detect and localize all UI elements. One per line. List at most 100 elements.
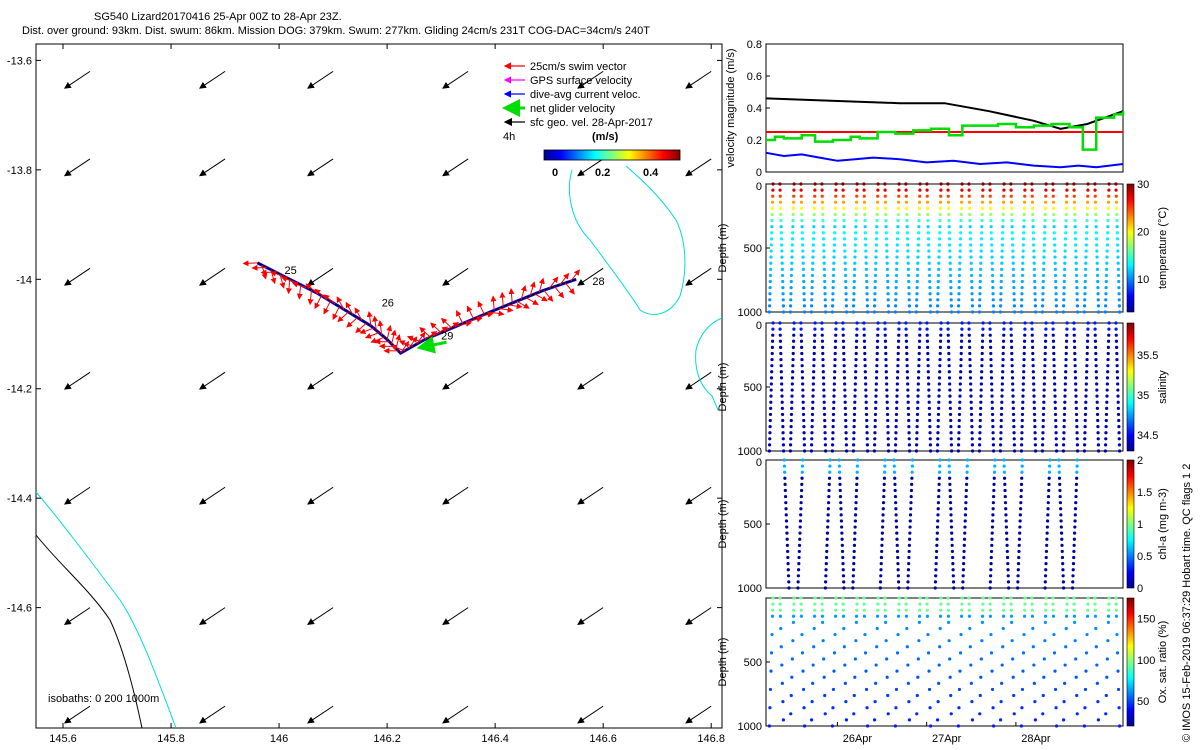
section-sample <box>999 286 1003 290</box>
section-sample <box>791 225 795 229</box>
section-sample <box>883 182 887 186</box>
section-sample <box>791 357 795 362</box>
section-sample <box>1022 357 1026 362</box>
section-sample <box>1033 437 1037 441</box>
section-sample <box>1030 614 1035 618</box>
section-sample <box>1012 443 1017 447</box>
section-sample <box>1016 562 1021 566</box>
swim-vector <box>490 295 497 311</box>
section-sample <box>876 188 880 192</box>
section-sample <box>799 513 803 517</box>
section-sample <box>862 327 866 331</box>
swim-vector <box>307 290 314 306</box>
section-sample <box>1093 608 1097 612</box>
section-sample <box>958 249 962 253</box>
section-sample <box>1020 464 1024 468</box>
section-sample <box>787 586 791 590</box>
speed-colorbar <box>543 149 681 161</box>
section-sample <box>963 525 967 529</box>
section-sample <box>811 382 815 386</box>
section-sample <box>1004 507 1008 511</box>
section-sample <box>1062 286 1066 290</box>
section-sample <box>797 549 801 554</box>
section-sample <box>893 449 898 453</box>
section-sample <box>1064 364 1068 368</box>
section-sample <box>990 400 994 404</box>
section-sample <box>897 596 901 600</box>
section-sample <box>843 681 847 685</box>
section-sample <box>841 188 845 192</box>
section-sample <box>970 437 974 441</box>
geostrophic-vector <box>199 158 226 177</box>
section-sample <box>1085 212 1089 217</box>
section-sample <box>841 608 845 612</box>
section-sample <box>783 476 787 480</box>
legend-label-geo: sfc geo. vel. 28-Apr-2017 <box>530 117 653 129</box>
section-sample <box>948 273 953 278</box>
section-sample <box>1002 602 1006 606</box>
section-sample <box>865 449 870 453</box>
section-sample <box>854 218 858 223</box>
section-sample <box>917 357 921 362</box>
section-sample <box>864 249 868 253</box>
section-sample <box>938 351 942 356</box>
section-sample <box>811 267 815 271</box>
section-sample <box>1020 286 1024 290</box>
section-sample <box>1104 292 1108 296</box>
section-sample <box>1105 657 1109 661</box>
section-sample <box>820 339 825 343</box>
section-sample <box>1096 279 1100 284</box>
section-sample <box>813 182 817 186</box>
section-sample <box>895 543 899 547</box>
section-sample <box>1057 464 1061 468</box>
section-sample <box>894 273 899 278</box>
section-sample <box>1045 525 1049 529</box>
section-sample <box>1041 279 1045 284</box>
section-sample <box>1016 574 1020 578</box>
section-sample <box>831 687 836 692</box>
section-sample <box>980 614 985 618</box>
section-sample <box>1106 370 1110 374</box>
section-sample <box>1065 188 1069 192</box>
section-sample <box>1016 586 1020 590</box>
section-sample <box>895 406 899 410</box>
section-sample <box>783 494 788 499</box>
section-sample <box>1071 580 1075 584</box>
section-sample <box>1115 651 1120 655</box>
section-sample <box>906 400 910 404</box>
section-sample <box>1074 406 1078 410</box>
legend-entry-dac: dive-avg current veloc. <box>503 89 641 101</box>
section-sample <box>947 218 951 223</box>
section-sample <box>910 464 914 468</box>
section-sample <box>980 639 984 643</box>
section-sample <box>862 188 866 192</box>
section-sample <box>1033 449 1038 453</box>
section-sample <box>980 218 984 223</box>
section-sample <box>1031 626 1035 631</box>
section-sample <box>1107 333 1111 337</box>
section-sample <box>957 437 961 441</box>
section-sample <box>897 608 901 612</box>
section-sample <box>813 596 817 600</box>
section-sample <box>968 237 973 241</box>
swim-vector <box>554 286 565 299</box>
section-sample <box>822 255 826 259</box>
section-sample <box>1064 370 1068 374</box>
section-sample <box>1073 225 1077 229</box>
section-sample <box>918 608 922 612</box>
section-sample <box>958 394 962 398</box>
swim-vector <box>354 307 363 321</box>
section-sample <box>906 394 910 398</box>
section-sample <box>874 376 879 380</box>
section-sample <box>1116 412 1121 417</box>
section-sample <box>965 470 969 474</box>
section-sample <box>947 231 951 235</box>
section-sample <box>778 614 783 618</box>
section-sample <box>893 488 897 493</box>
section-sample <box>991 279 995 284</box>
section-sample <box>884 225 888 229</box>
section-sample <box>991 286 995 290</box>
colorbar-tick-label: 10 <box>1137 274 1149 286</box>
swim-vector <box>456 310 464 324</box>
section-sample <box>990 249 994 253</box>
